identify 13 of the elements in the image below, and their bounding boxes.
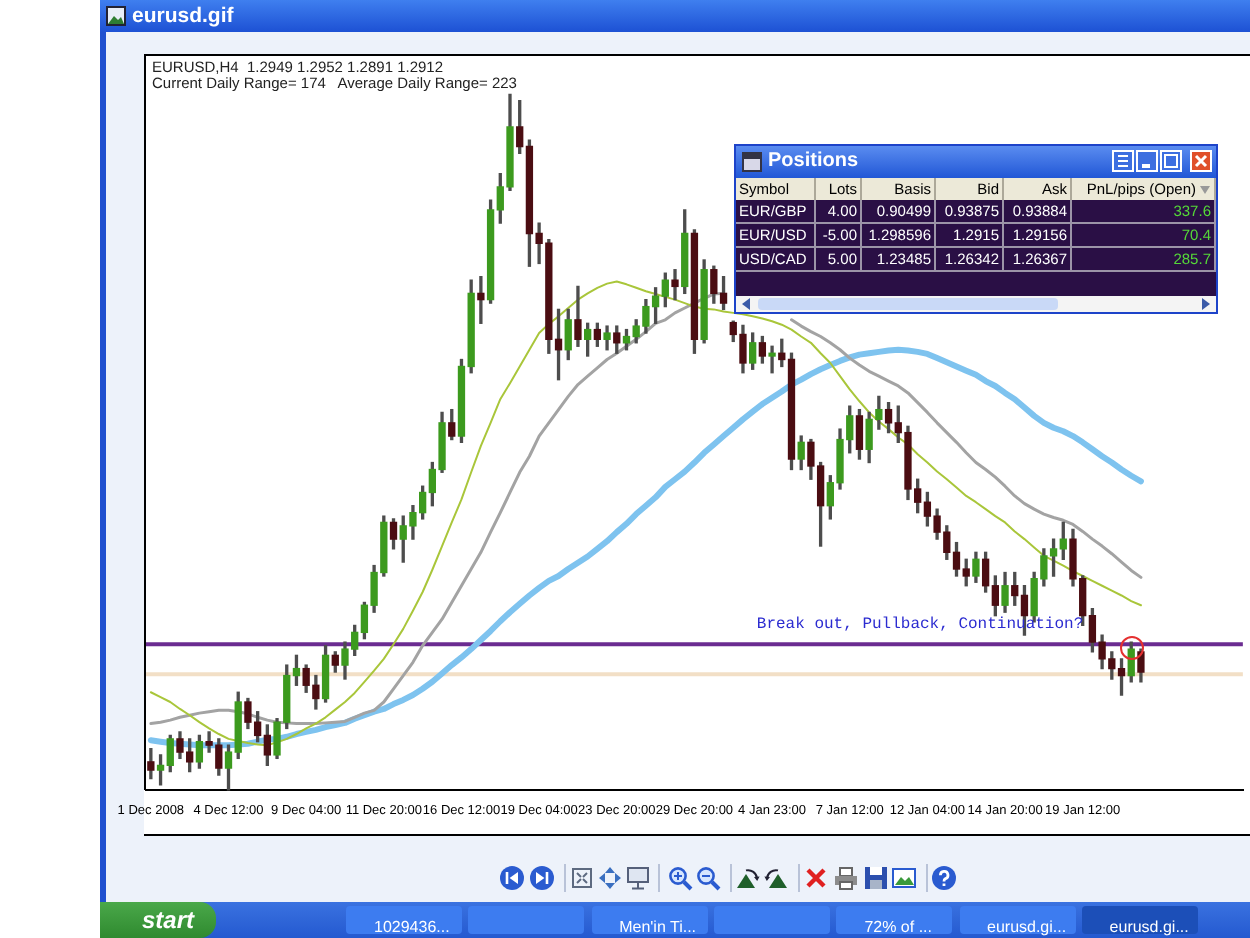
category-label: 72% of ... [864,918,932,936]
category-label: eurusd.gi... [987,918,1067,936]
taskbar-button: 1029436... [346,906,462,934]
text: eurusd.gif [132,4,234,28]
category-label: 1029436... [374,918,450,936]
category-label: eurusd.gi... [1109,918,1189,936]
text: Positions [768,150,859,174]
taskbar-button: eurusd.gi... [1081,906,1198,934]
start-button: start [100,902,216,938]
taskbar-button: 72% of ... [836,906,953,934]
category-label: Men'in Ti... [619,918,697,936]
taskbar-button: Men'in Ti... [591,906,708,934]
taskbar-button: eurusd.gi... [959,906,1075,934]
